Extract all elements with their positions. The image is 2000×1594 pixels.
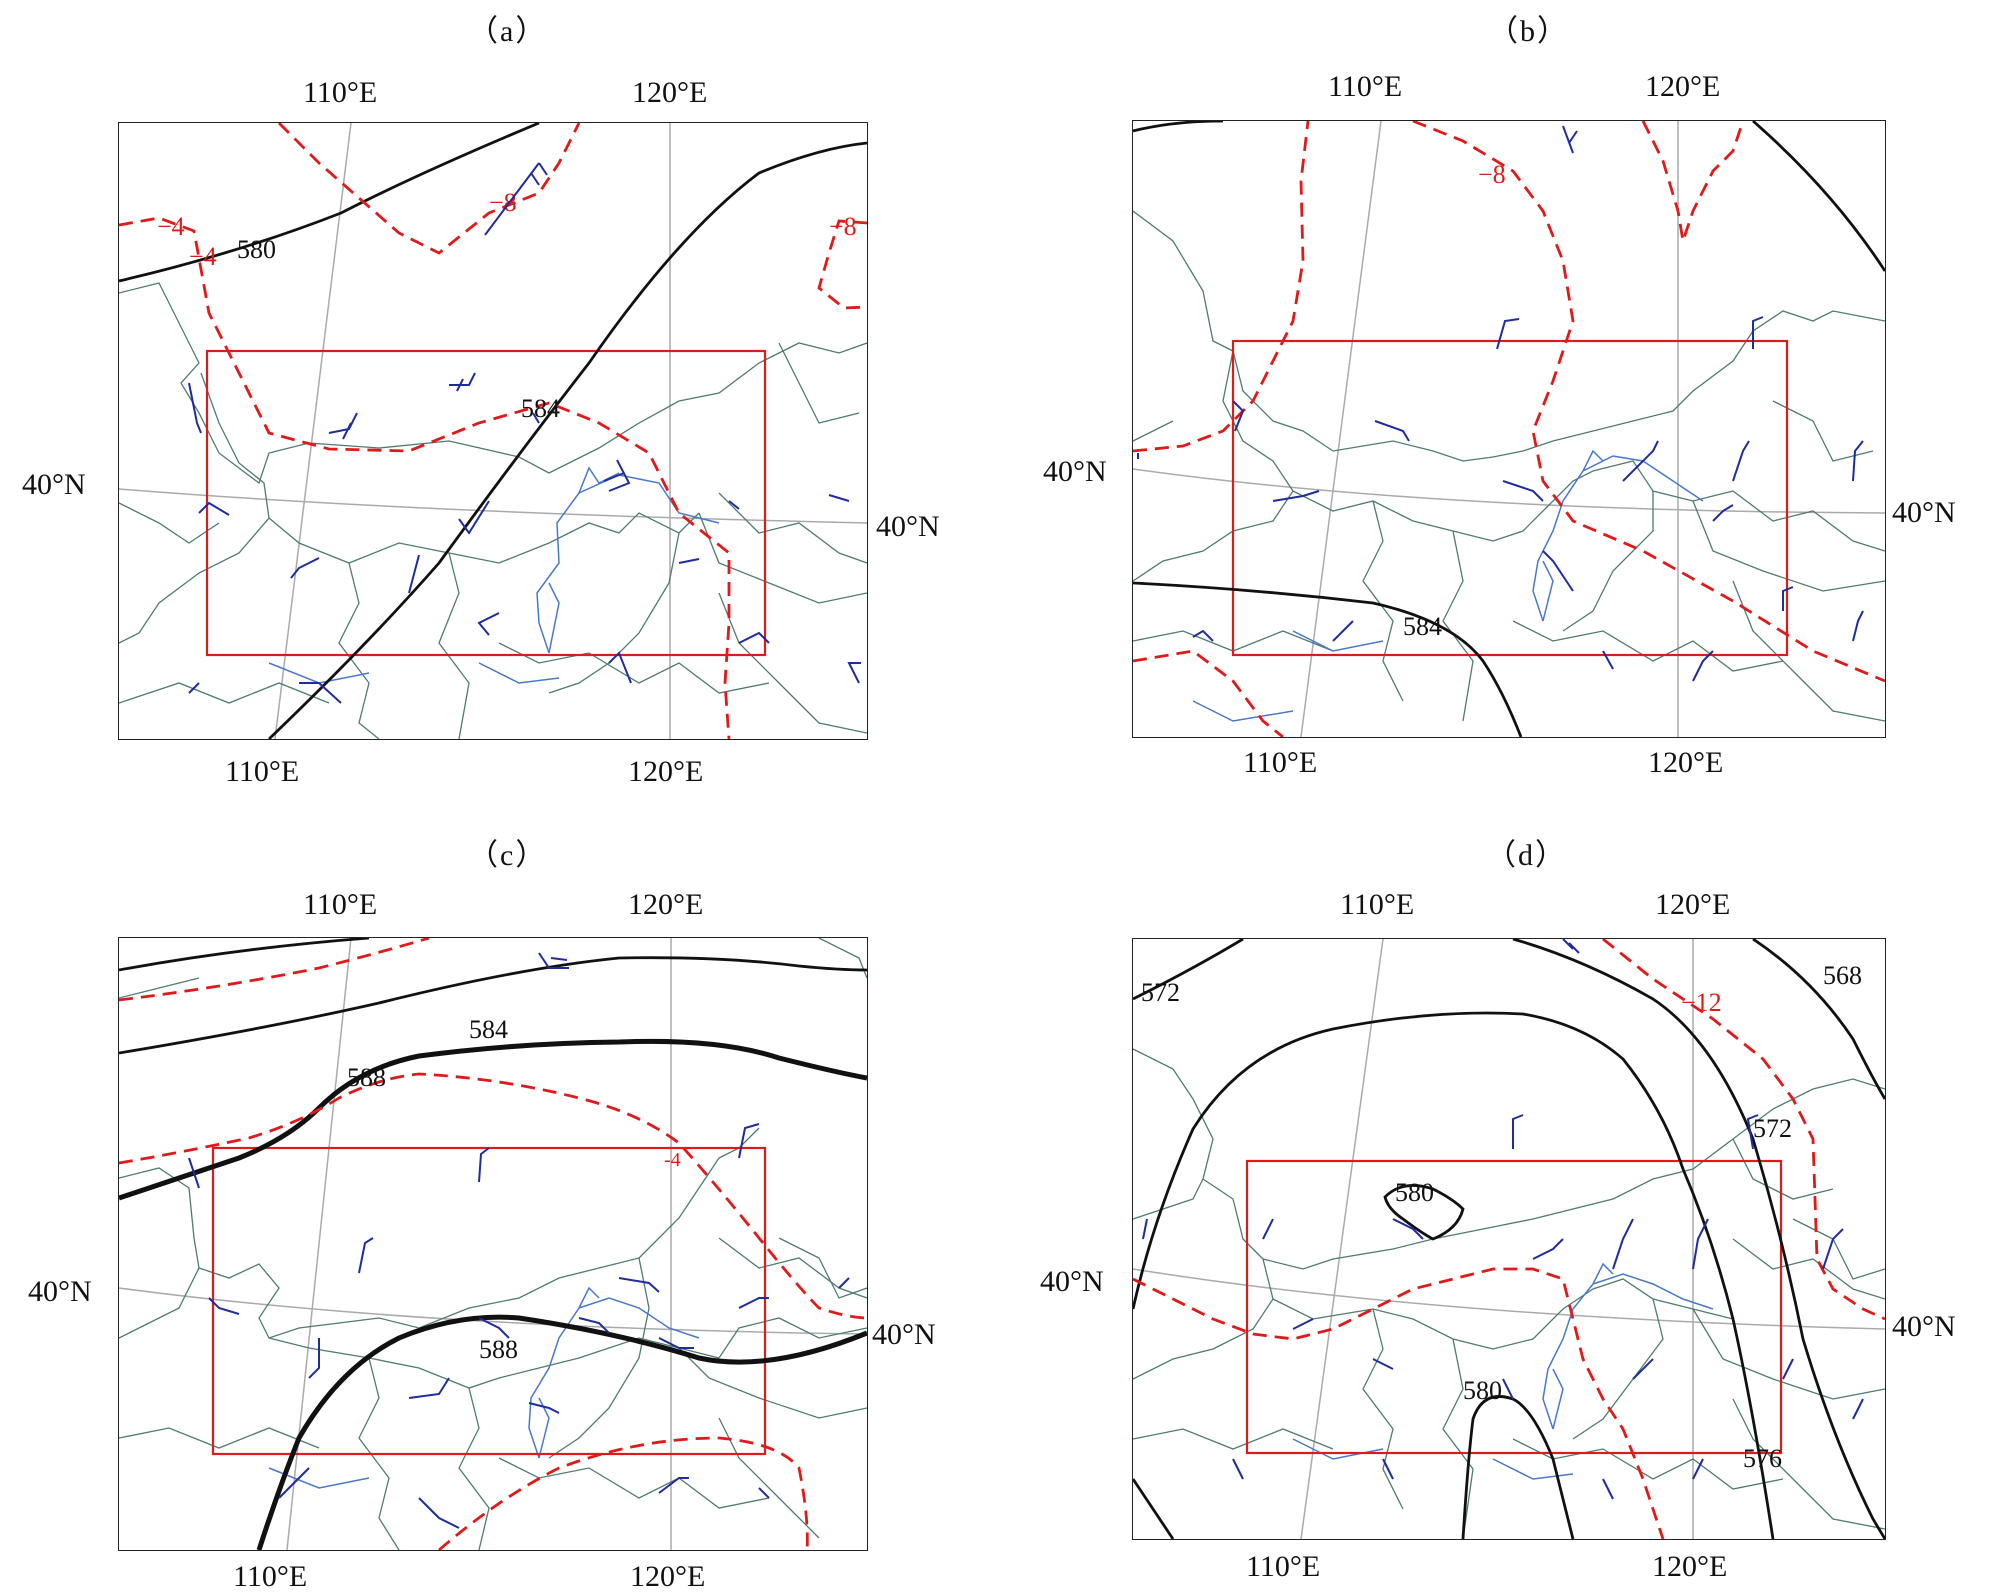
lon-bottom-110-a: 110°E — [225, 755, 300, 788]
height-label-580-a: 580 — [1395, 1178, 1434, 1207]
lat-left-c: 40°N — [28, 1275, 92, 1308]
study-box — [1245, 1159, 1783, 1455]
temp-label-c-1: -4 — [664, 1149, 681, 1171]
height-label-584: 584 — [469, 1015, 508, 1044]
lon-top-120-c: 120°E — [628, 888, 704, 921]
graticule — [1133, 121, 1885, 737]
panel-label-b: （b） — [1488, 15, 1569, 48]
lat-left-a: 40°N — [22, 468, 86, 501]
temp-contours — [1133, 939, 1885, 1539]
temp-label-b-1: −8 — [1478, 160, 1506, 189]
study-box — [205, 349, 767, 657]
study-box — [211, 1146, 767, 1456]
height-label-572-b: 572 — [1753, 1114, 1792, 1143]
height-label-588-a: 588 — [347, 1063, 386, 1092]
panel-label-a: （a） — [468, 15, 548, 48]
temp-label-a-2: −4 — [189, 242, 217, 271]
lon-top-110-b: 110°E — [1328, 70, 1403, 103]
lon-top-110-a: 110°E — [303, 76, 378, 109]
lon-top-120-d: 120°E — [1655, 888, 1731, 921]
map-c: 584 588 588 -4 — [118, 937, 868, 1551]
height-label-568: 568 — [1823, 961, 1862, 990]
height-contours — [1133, 121, 1885, 737]
temp-contours — [119, 123, 867, 739]
height-label-588-b: 588 — [479, 1335, 518, 1364]
admin-borders — [119, 938, 867, 1550]
rivers — [268, 466, 720, 684]
lon-top-120-a: 120°E — [632, 76, 708, 109]
admin-borders — [119, 282, 867, 739]
lat-right-a: 40°N — [876, 510, 940, 543]
lon-bottom-120-b: 120°E — [1648, 746, 1724, 779]
lon-top-110-d: 110°E — [1340, 888, 1415, 921]
lon-bottom-110-b: 110°E — [1243, 746, 1318, 779]
wind-barbs — [1142, 939, 1864, 1500]
height-label-584: 584 — [1403, 612, 1442, 641]
panel-label-c: （c） — [468, 839, 548, 872]
lat-right-b: 40°N — [1892, 496, 1956, 529]
graticule — [1133, 939, 1885, 1539]
wind-barbs — [1137, 125, 1864, 682]
lon-top-110-c: 110°E — [303, 888, 378, 921]
lon-bottom-110-c: 110°E — [233, 1560, 308, 1593]
wind-barbs — [188, 952, 850, 1529]
rivers — [1192, 449, 1704, 722]
lon-bottom-120-c: 120°E — [630, 1560, 706, 1593]
panel-label-d: （d） — [1486, 839, 1567, 872]
lon-top-120-b: 120°E — [1645, 70, 1721, 103]
height-label-576: 576 — [1743, 1444, 1782, 1473]
temp-label-a-4: −8 — [829, 212, 857, 241]
study-box — [1231, 339, 1789, 657]
temp-contours — [1133, 121, 1885, 737]
lat-left-d: 40°N — [1040, 1265, 1104, 1298]
lon-bottom-110-d: 110°E — [1246, 1550, 1321, 1583]
map-b: 584 −8 — [1132, 120, 1886, 738]
lon-bottom-120-a: 120°E — [628, 755, 704, 788]
lat-left-b: 40°N — [1043, 455, 1107, 488]
admin-borders — [1133, 210, 1885, 722]
temp-label-a-1: −4 — [157, 212, 185, 241]
height-label-580: 580 — [237, 235, 276, 264]
lat-right-d: 40°N — [1892, 1310, 1956, 1343]
height-label-584: 584 — [521, 394, 560, 423]
height-contours — [119, 938, 867, 1550]
temp-label-d-1: −12 — [1681, 988, 1722, 1017]
lon-bottom-120-d: 120°E — [1652, 1550, 1728, 1583]
temp-contours — [119, 938, 867, 1550]
map-a: 580 584 −4 −4 −8 −8 — [118, 122, 868, 740]
map-d: 572 568 572 580 580 576 −12 — [1132, 938, 1886, 1540]
height-contours — [119, 123, 867, 739]
height-label-580-b: 580 — [1463, 1376, 1502, 1405]
lat-right-c: 40°N — [872, 1318, 936, 1351]
wind-barbs — [188, 162, 861, 704]
height-label-572-a: 572 — [1141, 978, 1180, 1007]
